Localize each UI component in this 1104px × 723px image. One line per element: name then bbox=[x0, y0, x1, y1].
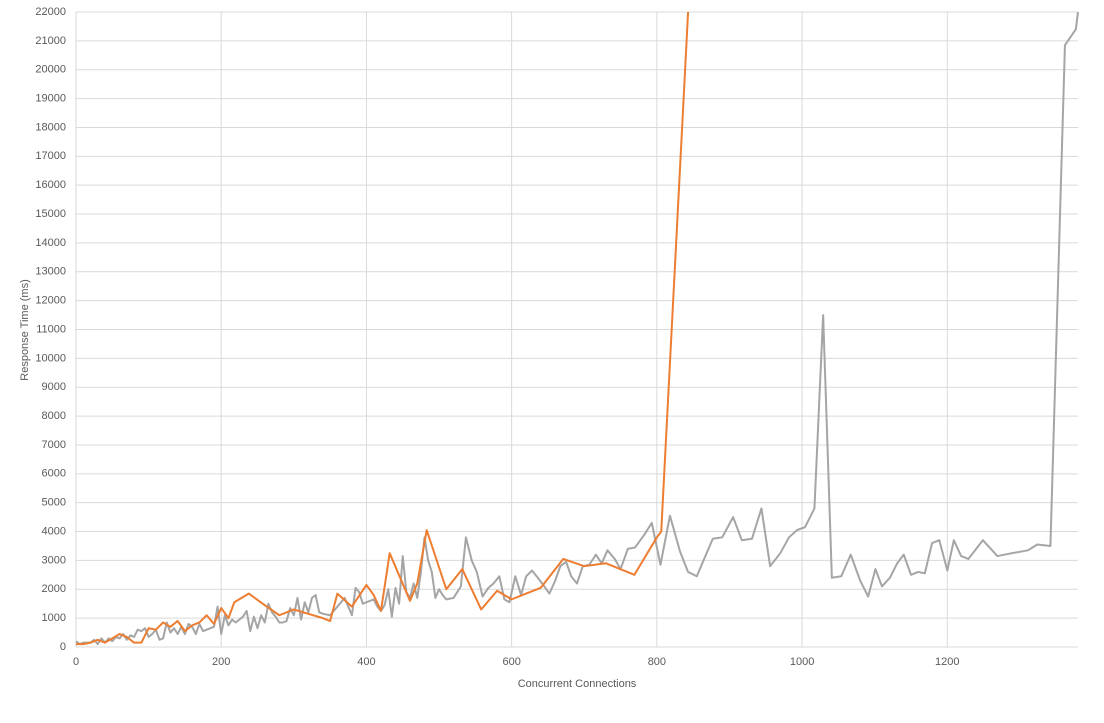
y-tick-label: 6000 bbox=[42, 468, 66, 480]
y-axis-title: Response Time (ms) bbox=[19, 279, 31, 380]
x-tick-label: 0 bbox=[73, 656, 79, 668]
x-tick-label: 800 bbox=[648, 656, 666, 668]
y-tick-label: 19000 bbox=[35, 92, 66, 104]
y-tick-label: 22000 bbox=[35, 6, 66, 18]
x-axis-title: Concurrent Connections bbox=[518, 678, 637, 690]
y-tick-label: 1000 bbox=[42, 612, 66, 624]
y-tick-label: 0 bbox=[60, 641, 66, 653]
x-tick-label: 600 bbox=[502, 656, 520, 668]
y-tick-label: 21000 bbox=[35, 35, 66, 47]
y-tick-label: 18000 bbox=[35, 121, 66, 133]
y-tick-label: 4000 bbox=[42, 525, 66, 537]
y-tick-label: 17000 bbox=[35, 150, 66, 162]
y-tick-label: 2000 bbox=[42, 583, 66, 595]
y-tick-label: 9000 bbox=[42, 381, 66, 393]
x-tick-label: 1000 bbox=[790, 656, 814, 668]
y-tick-label: 13000 bbox=[35, 266, 66, 278]
y-tick-label: 5000 bbox=[42, 497, 66, 509]
y-tick-label: 15000 bbox=[35, 208, 66, 220]
y-tick-label: 8000 bbox=[42, 410, 66, 422]
y-tick-label: 11000 bbox=[36, 323, 66, 335]
y-tick-label: 7000 bbox=[42, 439, 66, 451]
x-tick-label: 1200 bbox=[935, 656, 959, 668]
y-tick-label: 10000 bbox=[35, 352, 66, 364]
x-tick-label: 200 bbox=[212, 656, 230, 668]
y-tick-label: 16000 bbox=[35, 179, 66, 191]
x-tick-label: 400 bbox=[357, 656, 375, 668]
y-tick-label: 20000 bbox=[35, 64, 66, 76]
series-line bbox=[75, 11, 1079, 646]
series-line bbox=[76, 11, 690, 646]
y-tick-label: 12000 bbox=[35, 295, 66, 307]
y-tick-label: 3000 bbox=[42, 554, 66, 566]
y-tick-label: 14000 bbox=[35, 237, 66, 249]
